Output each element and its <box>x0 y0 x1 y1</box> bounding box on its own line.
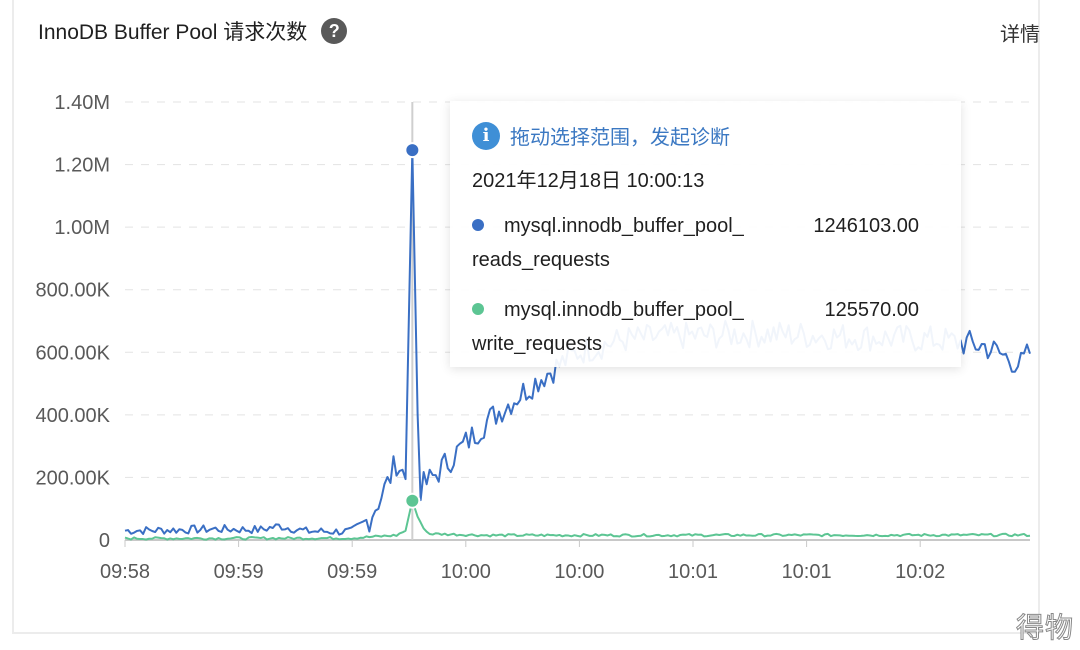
series-value: 125570.00 <box>824 299 919 321</box>
y-tick-label: 400.00K <box>35 405 110 427</box>
series-name-cont: write_requests <box>472 333 603 355</box>
y-tick-label: 0 <box>99 530 110 552</box>
info-circle-icon: i <box>472 121 500 150</box>
question-circle-icon[interactable]: ? <box>321 18 348 44</box>
tooltip-hint-text: 拖动选择范围，发起诊断 <box>510 127 730 149</box>
y-tick-label: 1.20M <box>54 155 110 177</box>
series-name-cont: reads_requests <box>472 249 610 271</box>
x-tick-label: 09:59 <box>327 561 377 583</box>
series-name: mysql.innodb_buffer_pool_ <box>504 215 744 237</box>
tooltip-row-reads: mysql.innodb_buffer_pool_ reads_requests… <box>472 209 939 277</box>
series-dot-icon <box>472 218 484 231</box>
detail-link[interactable]: 详情 <box>1000 24 1040 46</box>
x-tick-label: 10:01 <box>782 561 832 583</box>
x-tick-label: 10:01 <box>668 561 718 583</box>
hover-point <box>404 142 421 159</box>
watermark: 得物 <box>1015 612 1074 644</box>
y-tick-label: 1.00M <box>54 217 110 239</box>
chart-tooltip: i 拖动选择范围，发起诊断 2021年12月18日 10:00:13 mysql… <box>450 101 961 367</box>
series-line <box>124 499 1031 541</box>
y-tick-label: 1.40M <box>54 92 110 114</box>
tooltip-row-writes: mysql.innodb_buffer_pool_ write_requests… <box>472 293 939 361</box>
series-name: mysql.innodb_buffer_pool_ <box>504 299 744 321</box>
y-tick-label: 200.00K <box>35 467 110 489</box>
series-dot-icon <box>472 302 484 315</box>
y-tick-label: 800.00K <box>35 280 110 302</box>
panel-title: InnoDB Buffer Pool 请求次数 ? <box>38 16 348 46</box>
y-tick-label: 600.00K <box>35 342 110 364</box>
panel-title-text: InnoDB Buffer Pool 请求次数 <box>38 21 308 44</box>
tooltip-time: 2021年12月18日 10:00:13 <box>472 170 705 192</box>
x-tick-label: 10:00 <box>441 561 491 583</box>
x-tick-label: 10:00 <box>554 561 604 583</box>
series-value: 1246103.00 <box>813 215 919 237</box>
x-tick-label: 09:59 <box>214 561 264 583</box>
x-tick-label: 09:58 <box>100 561 150 583</box>
tooltip-hint[interactable]: i 拖动选择范围，发起诊断 <box>472 121 939 150</box>
x-tick-label: 10:02 <box>895 561 945 583</box>
hover-point <box>404 492 421 509</box>
